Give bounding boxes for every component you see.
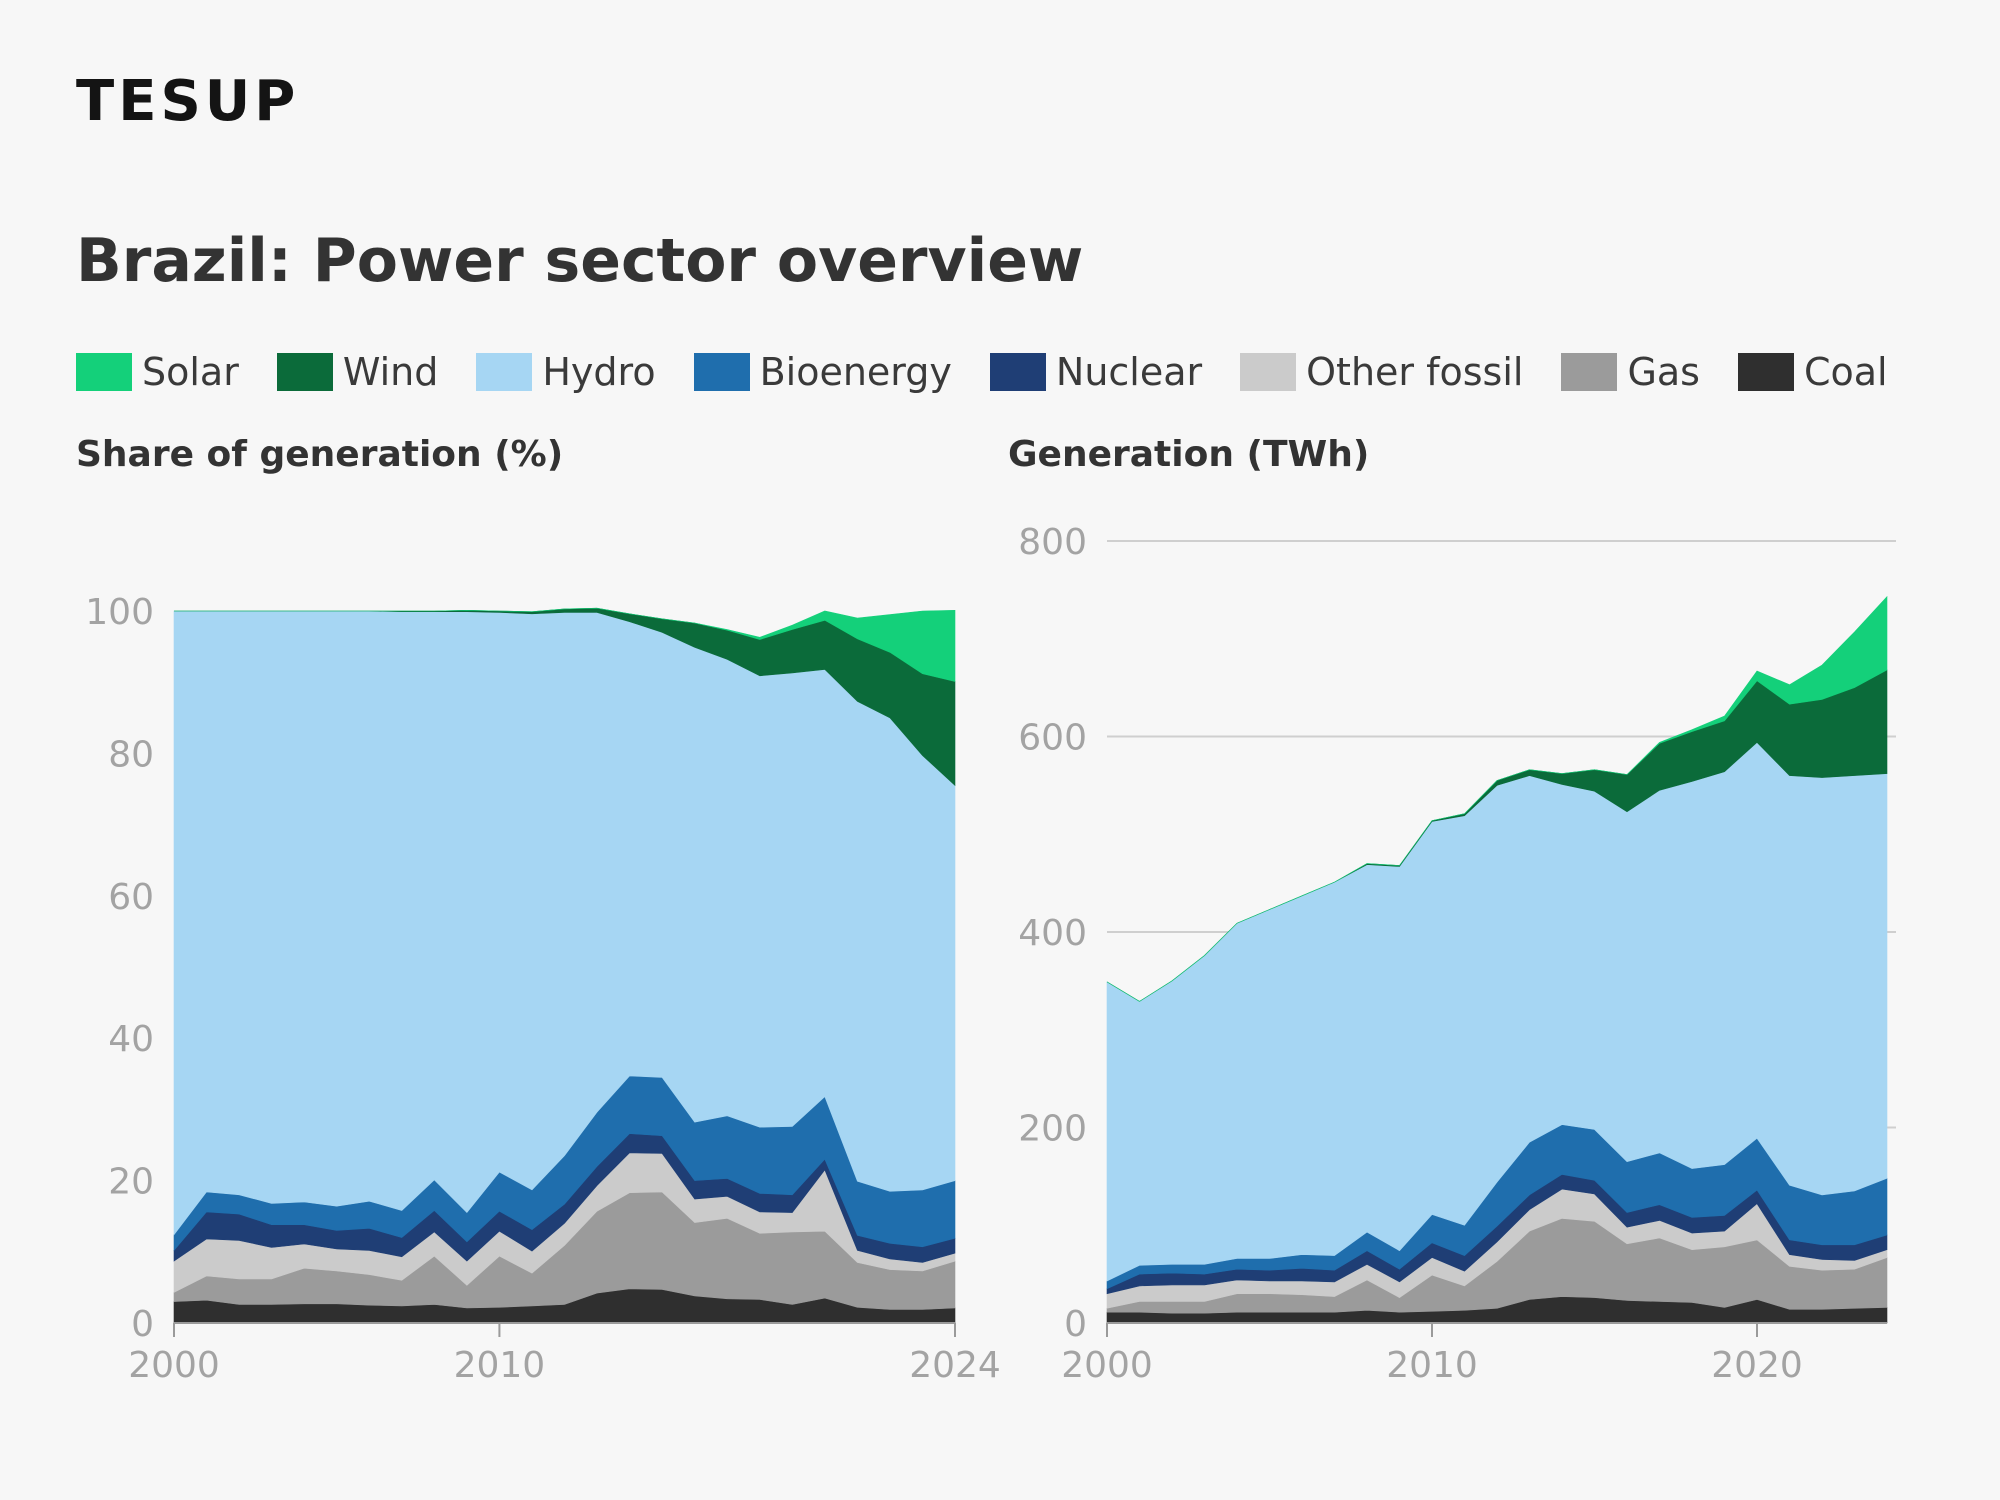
share-y-tick-label: 100 bbox=[85, 592, 154, 633]
logo-text: TESUP bbox=[76, 69, 299, 130]
generation-y-tick-label: 600 bbox=[1018, 718, 1087, 759]
legend-item-gas: Gas bbox=[1561, 350, 1700, 394]
legend-item-solar: Solar bbox=[76, 350, 239, 394]
share-y-tick-label: 40 bbox=[108, 1019, 154, 1060]
legend-swatch-solar bbox=[76, 353, 132, 391]
legend-swatch-gas bbox=[1561, 353, 1618, 391]
generation-y-tick-label: 0 bbox=[1064, 1304, 1087, 1345]
share-y-tick-label: 80 bbox=[108, 734, 154, 775]
legend-swatch-bioenergy bbox=[693, 353, 750, 391]
legend-label: Wind bbox=[342, 350, 439, 394]
legend-swatch-hydro bbox=[476, 353, 533, 391]
legend-swatch-wind bbox=[276, 353, 333, 391]
share-chart-title: Share of generation (%) bbox=[76, 434, 564, 475]
generation-y-tick-label: 400 bbox=[1018, 913, 1087, 954]
share-y-tick-label: 20 bbox=[108, 1162, 154, 1203]
legend-label: Nuclear bbox=[1055, 350, 1203, 394]
generation-twh-chart: 0 200 400 600 800 2000 2010 2020 bbox=[1018, 522, 1896, 1386]
legend-label: Solar bbox=[142, 350, 239, 394]
legend-label: Gas bbox=[1627, 350, 1700, 394]
generation-y-tick-label: 200 bbox=[1018, 1109, 1087, 1150]
legend-swatch-coal bbox=[1737, 353, 1794, 391]
share-of-generation-chart: 0 20 40 60 80 100 2000 2010 2024 bbox=[85, 592, 1001, 1386]
generation-x-tick-label: 2010 bbox=[1386, 1345, 1478, 1386]
legend-label: Bioenergy bbox=[759, 350, 952, 394]
share-x-tick-label: 2010 bbox=[454, 1345, 546, 1386]
legend-item-wind: Wind bbox=[276, 350, 439, 394]
legend-item-other-fossil: Other fossil bbox=[1240, 350, 1523, 394]
share-y-tick-label: 0 bbox=[131, 1304, 154, 1345]
legend-item-bioenergy: Bioenergy bbox=[693, 350, 952, 394]
legend-item-coal: Coal bbox=[1737, 350, 1888, 394]
generation-area-solar bbox=[1106, 595, 1888, 1002]
share-y-tick-label: 60 bbox=[108, 877, 154, 918]
page-title: Brazil: Power sector overview bbox=[76, 226, 1084, 296]
generation-chart-title: Generation (TWh) bbox=[1008, 434, 1370, 475]
legend-label: Coal bbox=[1803, 350, 1888, 394]
share-area-solar bbox=[174, 607, 956, 682]
generation-y-tick-label: 800 bbox=[1018, 522, 1087, 563]
share-x-tick-label: 2000 bbox=[128, 1345, 220, 1386]
legend-item-hydro: Hydro bbox=[476, 350, 656, 394]
tesup-logo: TESUP bbox=[76, 69, 299, 130]
legend-label: Hydro bbox=[542, 350, 656, 394]
legend-label: Other fossil bbox=[1306, 350, 1524, 394]
legend-swatch-other-fossil bbox=[1240, 353, 1297, 391]
generation-x-tick-label: 2020 bbox=[1711, 1345, 1803, 1386]
legend: Solar Wind Hydro Bioenergy Nuclear Other foss… bbox=[76, 350, 1926, 394]
generation-x-tick-label: 2000 bbox=[1061, 1345, 1153, 1386]
legend-swatch-nuclear bbox=[989, 353, 1046, 391]
share-x-tick-label: 2024 bbox=[909, 1345, 1001, 1386]
legend-item-nuclear: Nuclear bbox=[989, 350, 1203, 394]
